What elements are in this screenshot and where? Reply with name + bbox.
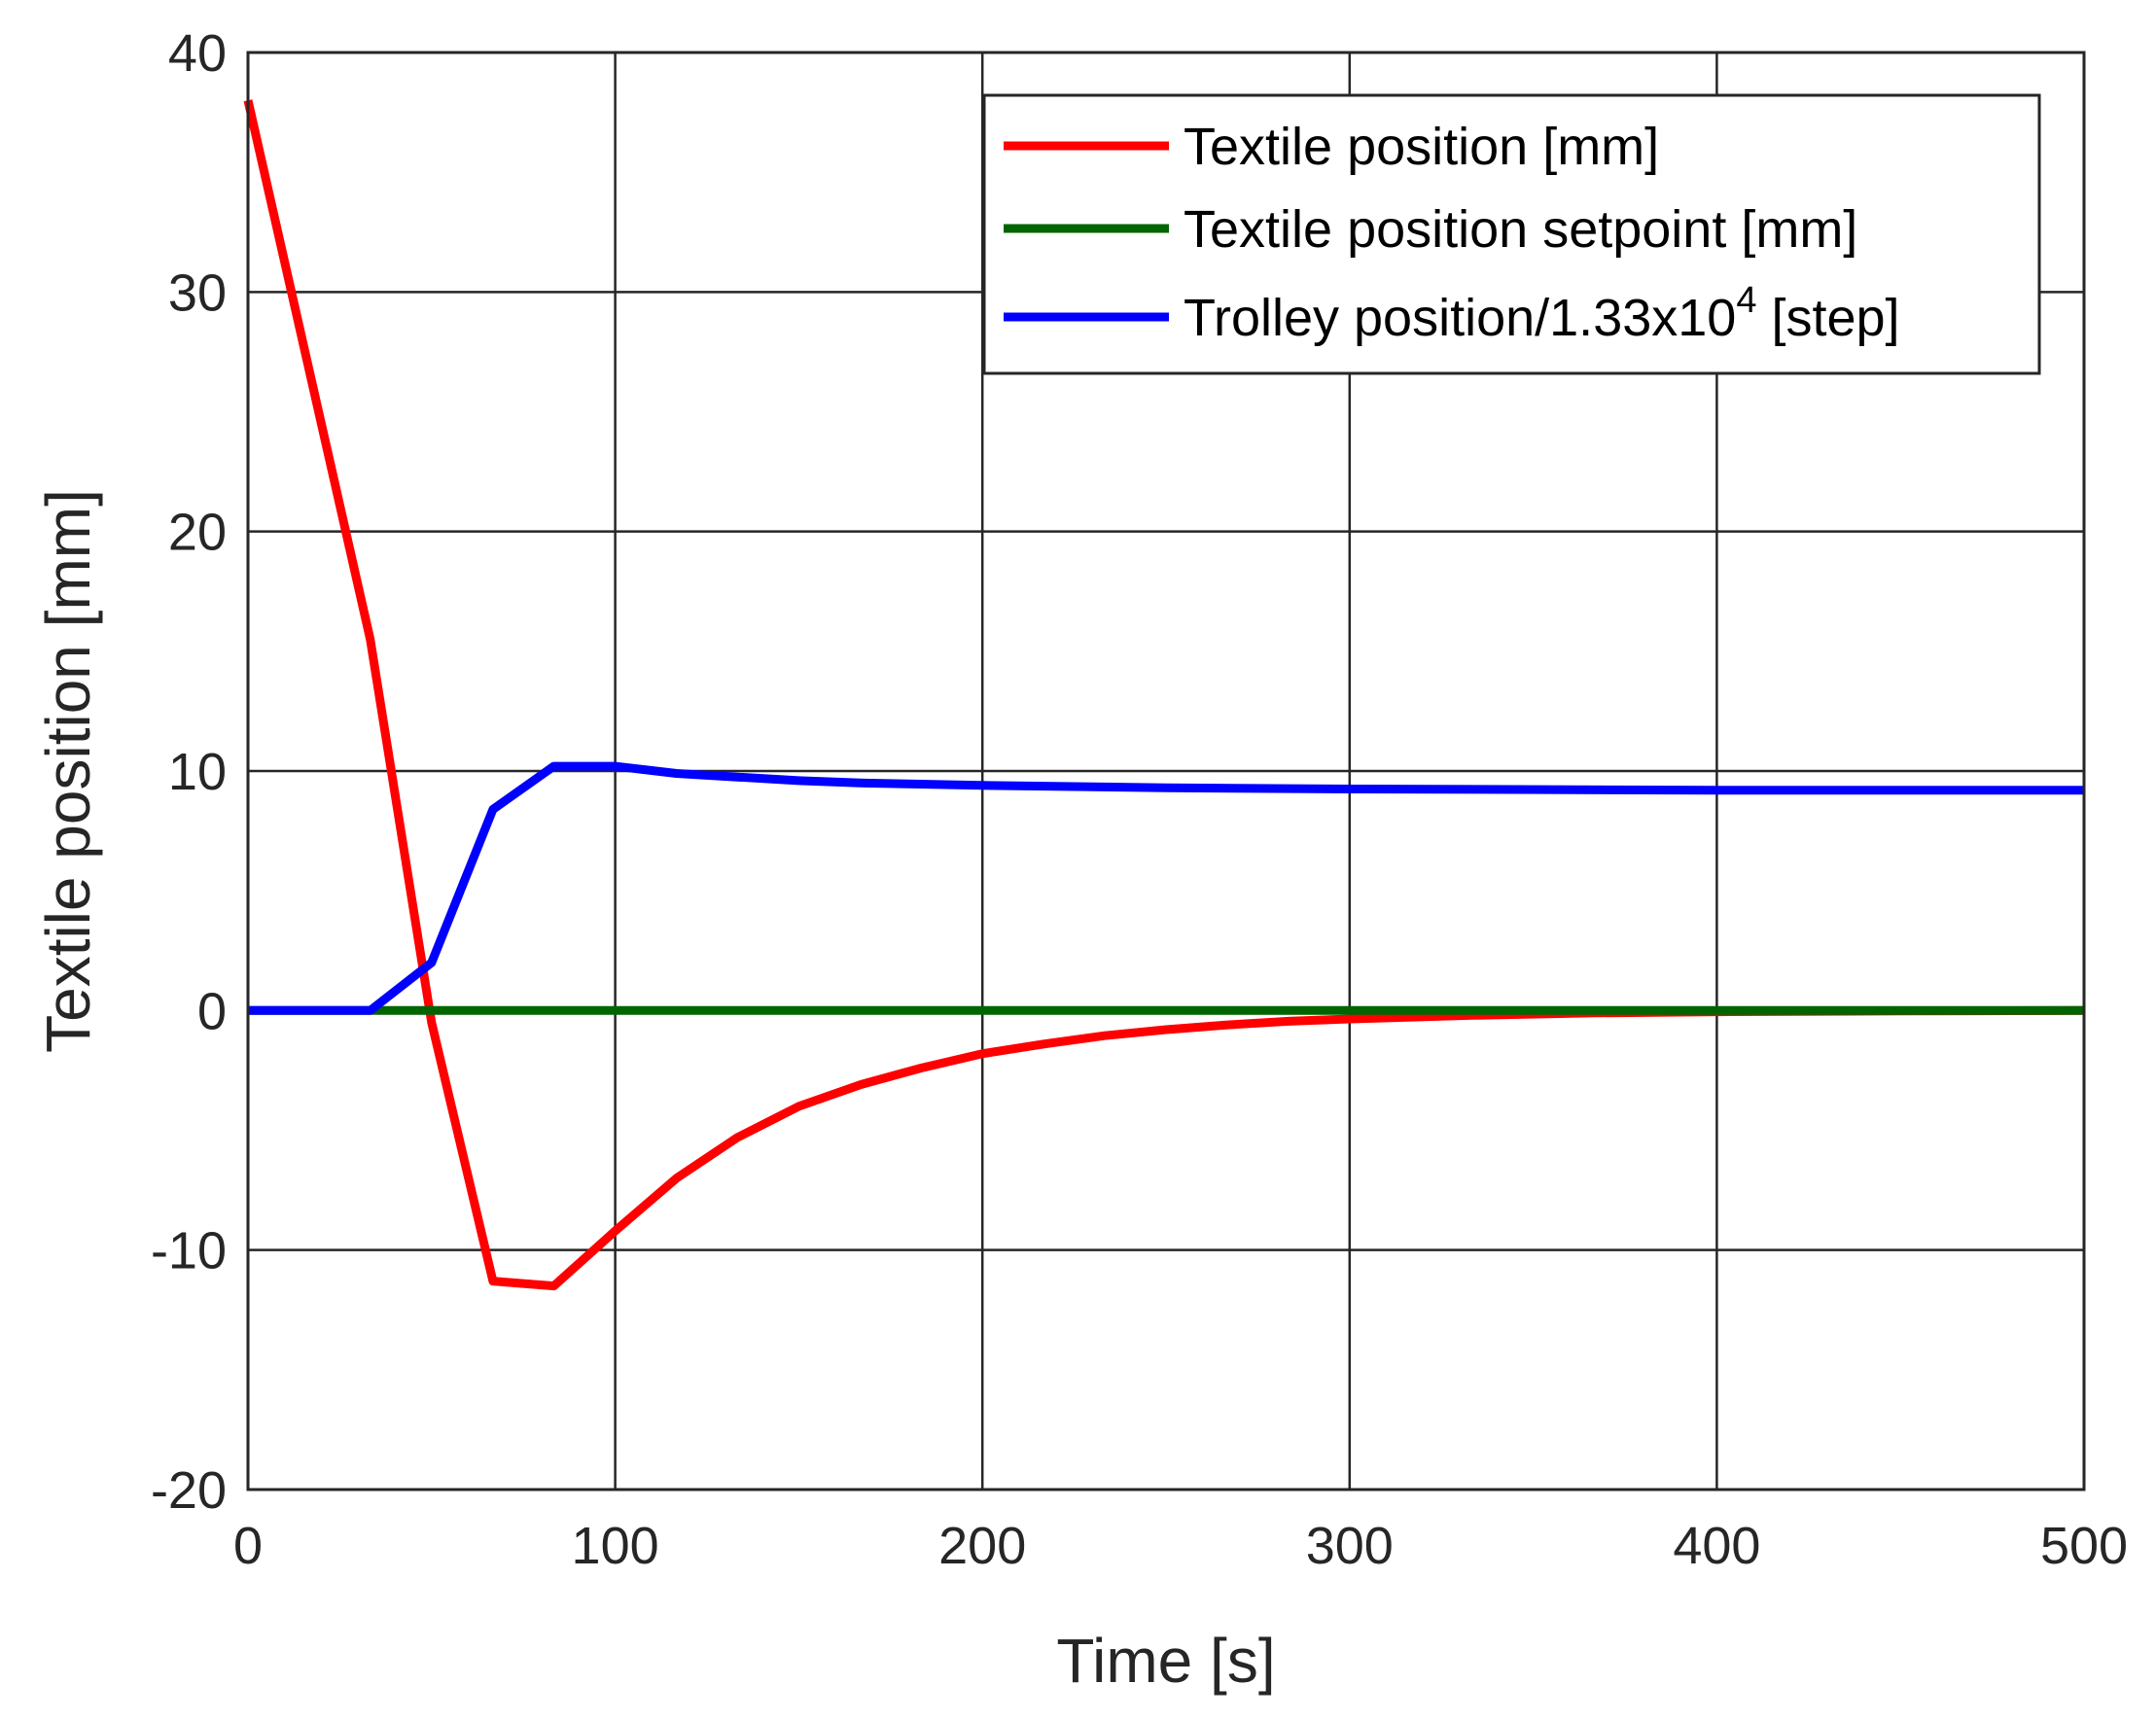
y-tick-label: 30: [168, 263, 227, 322]
axes-box: [246, 51, 2086, 1491]
y-tick-label: -20: [151, 1461, 227, 1520]
legend-label-0: Textile position [mm]: [1184, 118, 1659, 176]
x-tick-labels: 0 100 200 300 400 500: [233, 1517, 2128, 1575]
x-tick-label: 400: [1673, 1517, 1760, 1575]
x-tick-label: 500: [2040, 1517, 2128, 1575]
series-lines: [243, 99, 2085, 1291]
x-axis-label: Time [s]: [1056, 1626, 1275, 1696]
x-tick-label: 300: [1306, 1517, 1394, 1575]
x-tick-label: 100: [572, 1517, 659, 1575]
x-tick-label: 0: [233, 1517, 263, 1575]
y-axis-label: Textile position [mm]: [33, 489, 103, 1053]
legend-label-1: Textile position setpoint [mm]: [1184, 200, 1857, 259]
series-line-2: [248, 761, 2084, 1015]
x-tick-label: 200: [938, 1517, 1026, 1575]
y-tick-label: 40: [168, 24, 227, 83]
legend: Textile position [mm] Textile position se…: [982, 93, 2041, 375]
y-tick-label: 10: [168, 743, 227, 801]
y-tick-label: -10: [151, 1222, 227, 1280]
y-tick-labels: -20 -10 0 10 20 30 40: [151, 24, 227, 1520]
legend-label-2: Trolley position/1.33x104 [step]: [1184, 280, 1900, 347]
y-tick-label: 20: [168, 504, 227, 562]
y-tick-label: 0: [197, 982, 227, 1040]
